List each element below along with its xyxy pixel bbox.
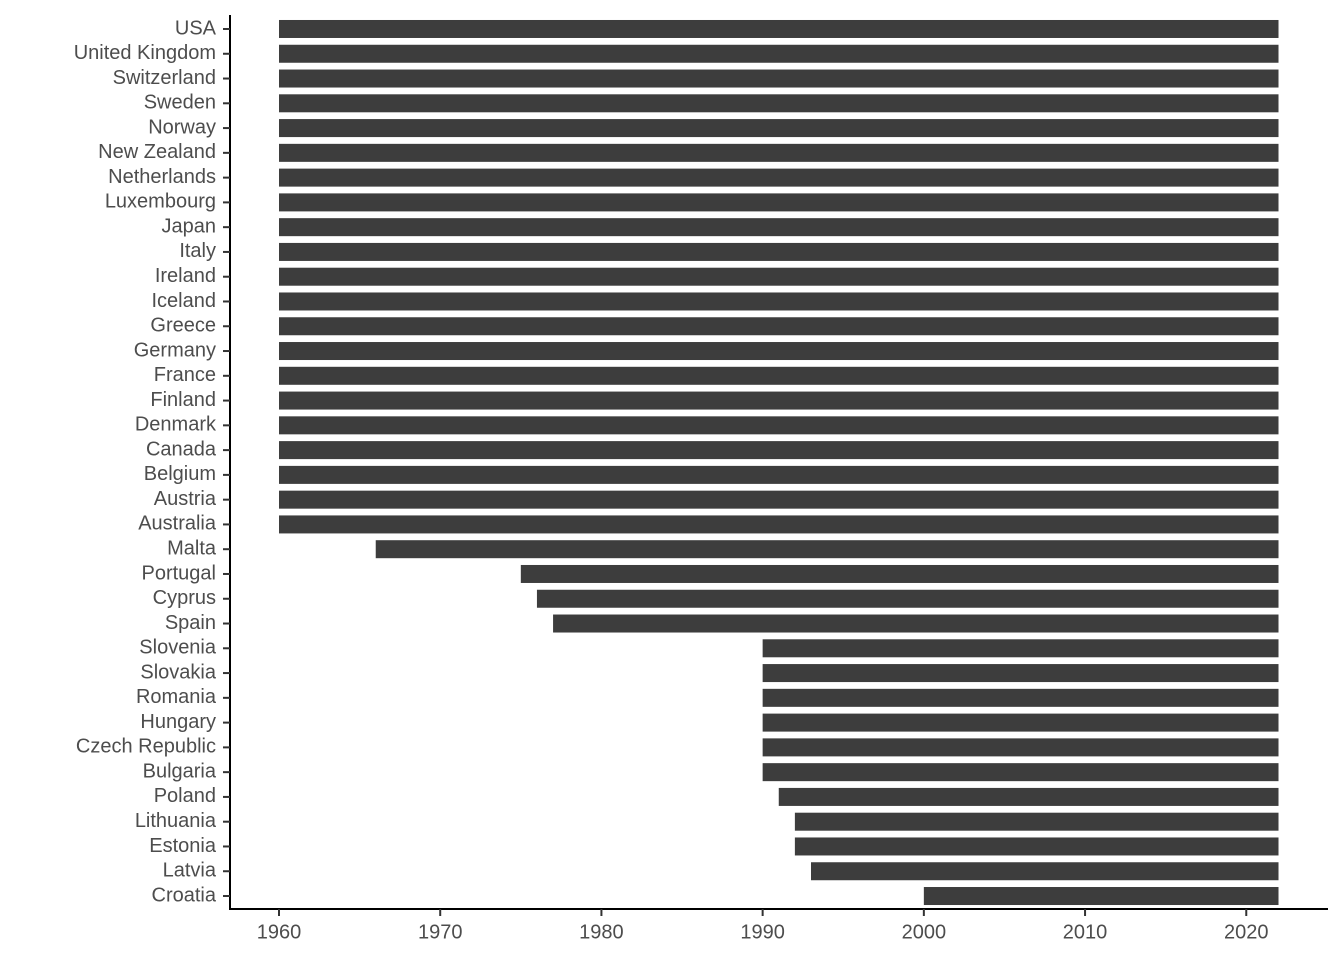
bar [279, 490, 1279, 509]
bar [279, 416, 1279, 435]
y-tick-label: Ireland [155, 265, 216, 287]
y-tick-label: Latvia [163, 860, 217, 882]
y-tick-label: Norway [148, 116, 216, 138]
y-tick-label: Slovenia [139, 637, 217, 659]
y-tick-label: Iceland [152, 290, 217, 312]
y-tick-label: Netherlands [108, 166, 216, 188]
y-tick-label: USA [175, 17, 217, 39]
bar [375, 540, 1279, 559]
y-tick-label: Lithuania [135, 810, 217, 832]
y-tick-label: Slovakia [140, 661, 216, 683]
y-tick-label: Germany [134, 339, 216, 361]
bar [762, 713, 1279, 732]
x-tick-label: 2020 [1224, 921, 1269, 943]
y-tick-label: Estonia [149, 835, 217, 857]
y-tick-label: Romania [136, 686, 217, 708]
y-tick-label: Bulgaria [143, 760, 217, 782]
bar [279, 168, 1279, 187]
bar [279, 292, 1279, 311]
bar [794, 812, 1279, 831]
x-tick-label: 1970 [418, 921, 463, 943]
bar [762, 763, 1279, 782]
bar [794, 837, 1279, 856]
y-tick-label: Australia [138, 513, 217, 535]
bar [279, 44, 1279, 63]
y-tick-label: Austria [154, 488, 217, 510]
bar [279, 94, 1279, 113]
bar [762, 738, 1279, 757]
y-tick-label: Portugal [142, 562, 217, 584]
x-tick-label: 1980 [579, 921, 624, 943]
bar [520, 564, 1279, 583]
y-tick-label: Japan [162, 215, 217, 237]
bar [279, 342, 1279, 361]
y-tick-label: Denmark [135, 414, 217, 436]
y-tick-label: Italy [179, 240, 216, 262]
y-tick-label: Luxembourg [105, 191, 216, 213]
x-tick-label: 1960 [257, 921, 302, 943]
bar [923, 887, 1279, 906]
y-tick-label: Greece [150, 315, 216, 337]
y-tick-label: Belgium [144, 463, 216, 485]
y-tick-label: Poland [154, 785, 216, 807]
bar [279, 391, 1279, 410]
bar [762, 664, 1279, 683]
y-tick-label: Croatia [152, 884, 217, 906]
x-tick-label: 1990 [740, 921, 785, 943]
bar [279, 143, 1279, 162]
bar [553, 614, 1279, 633]
bar [279, 465, 1279, 484]
y-tick-label: New Zealand [98, 141, 216, 163]
bar [279, 218, 1279, 237]
bar [279, 267, 1279, 286]
bar [279, 193, 1279, 212]
bar [279, 317, 1279, 336]
bar [778, 787, 1279, 806]
y-tick-label: Sweden [144, 92, 216, 114]
bar [762, 688, 1279, 707]
bar [279, 441, 1279, 460]
bar [279, 19, 1279, 38]
y-tick-label: United Kingdom [74, 42, 216, 64]
y-tick-label: Switzerland [113, 67, 216, 89]
x-tick-label: 2010 [1063, 921, 1108, 943]
y-tick-label: Malta [167, 537, 217, 559]
bar [279, 69, 1279, 88]
y-tick-label: Czech Republic [76, 736, 216, 758]
bar [811, 862, 1279, 881]
bar [279, 119, 1279, 138]
y-tick-label: Finland [150, 389, 216, 411]
y-tick-label: France [154, 364, 216, 386]
y-tick-label: Spain [165, 612, 216, 634]
bar [536, 589, 1279, 608]
bar [279, 242, 1279, 261]
bar [279, 366, 1279, 385]
y-tick-label: Hungary [140, 711, 216, 733]
bar [279, 515, 1279, 534]
y-tick-label: Cyprus [153, 587, 216, 609]
y-tick-label: Canada [146, 438, 217, 460]
x-tick-label: 2000 [902, 921, 947, 943]
bar [762, 639, 1279, 658]
